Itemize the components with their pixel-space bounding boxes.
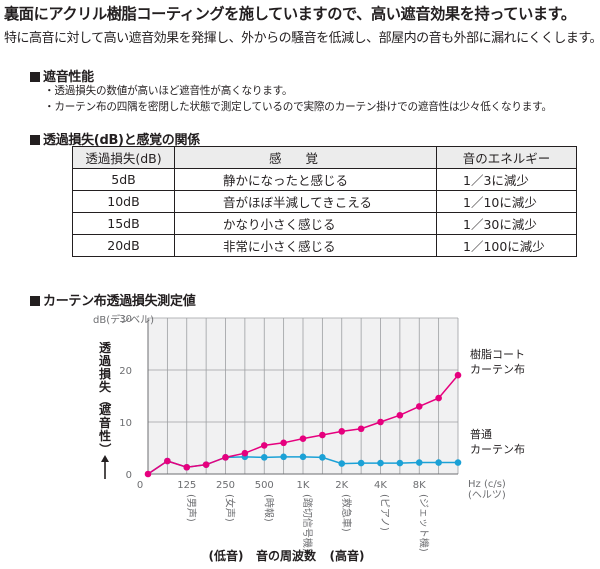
y-tick-label: 20 — [119, 366, 132, 377]
y-axis-label-char: 性 — [98, 428, 111, 443]
headline: 裏面にアクリル樹脂コーティングを施していますので、高い遮音効果を持っています。 — [4, 5, 576, 23]
x-example-label: (ジェット機) — [417, 494, 430, 552]
table-header-row: 透過損失(dB) 感覚 音のエネルギー — [72, 146, 577, 169]
section-measurement-title: カーテン布透過損失測定値 — [30, 290, 196, 309]
plain-series-point — [260, 454, 268, 461]
coated-series-point — [260, 442, 268, 449]
coated-series-point — [164, 457, 171, 465]
series-label: 樹脂コート — [470, 347, 525, 361]
y-axis-label-char: 失 — [99, 379, 112, 394]
plain-series-point — [280, 453, 287, 461]
square-bullet-icon — [30, 296, 40, 306]
section-title-text: カーテン布透過損失測定値 — [43, 294, 196, 309]
x-tick-label: 1K — [297, 480, 310, 491]
x-tick-label: 250 — [216, 480, 235, 491]
y-axis-label-char: 損 — [99, 366, 112, 381]
x-example-label: (時報) — [262, 494, 274, 522]
plain-series-point — [377, 459, 384, 467]
section-loss-feeling-title: 透過損失(dB)と感覚の関係 — [30, 129, 200, 148]
coated-series-point — [415, 403, 423, 410]
y-axis-unit: dB(デシベル) — [93, 313, 154, 326]
y-tick-label: 10 — [119, 418, 132, 429]
series-label: 普通 — [470, 427, 492, 441]
section-sound-insulation-title: 遮音性能 — [30, 66, 94, 85]
note-line: ・カーテン布の四隅を密閉した状態で測定しているので実際のカーテン掛けでの遮音性は… — [44, 101, 552, 113]
y-axis-label-char: 音 — [99, 415, 111, 430]
table-cell: 1／3に減少 — [436, 168, 577, 191]
square-bullet-icon — [30, 72, 40, 82]
x-axis-high-label: (高音) — [330, 548, 365, 563]
table-cell: 静かになったと感じる — [174, 168, 437, 191]
x-example-label: (救急車) — [340, 494, 353, 532]
x-example-label: (ピアノ) — [379, 494, 391, 531]
coated-series-point — [241, 449, 249, 457]
coated-series-point — [144, 470, 152, 478]
x-tick-label: 0 — [137, 480, 143, 491]
column-header: 感覚 — [174, 146, 437, 169]
plain-series-point — [338, 460, 346, 467]
coated-series-point — [396, 411, 404, 419]
coated-series-point — [222, 454, 229, 461]
x-tick-label: 8K — [413, 480, 426, 491]
x-axis-unit: Hz (c/s) — [468, 479, 506, 490]
coated-series-point — [202, 461, 210, 468]
x-tick-label: 2K — [335, 480, 348, 491]
y-axis-label-char: 透 — [99, 341, 112, 355]
table-row: 20dB 非常に小さく感じる 1／100に減少 — [72, 234, 577, 257]
table-row: 10dB 音がほぼ半減してきこえる 1／10に減少 — [72, 190, 577, 213]
subline: 特に高音に対して高い遮音効果を発揮し、外からの騒音を低減し、部屋内の音も外部に漏… — [4, 31, 600, 46]
x-example-label: (女声) — [224, 494, 237, 522]
section-title-text: 透過損失(dB)と感覚の関係 — [43, 133, 200, 148]
coated-series-point — [299, 435, 307, 442]
coated-series-point — [319, 431, 326, 439]
plain-series-point — [299, 453, 307, 461]
coated-series-point — [183, 463, 191, 471]
x-tick-label: 125 — [177, 480, 196, 491]
plain-series-point — [357, 459, 365, 467]
coated-series-point — [280, 439, 287, 447]
plain-series-point — [415, 459, 423, 466]
x-tick-label: 500 — [255, 480, 274, 491]
y-axis-label-char: 遮 — [99, 402, 111, 417]
plain-series-point — [454, 459, 462, 466]
table-cell: 非常に小さく感じる — [174, 234, 437, 257]
x-axis-unit-sub: (ヘルツ) — [468, 490, 506, 501]
x-example-label: (踏切信号機) — [301, 494, 314, 552]
y-axis-label-char: （ — [98, 394, 113, 406]
series-label: カーテン布 — [470, 443, 525, 456]
plain-series-point — [435, 459, 442, 466]
coated-series-point — [338, 428, 346, 435]
table-cell: 20dB — [72, 234, 175, 257]
y-axis-label-char: ） — [98, 443, 113, 455]
y-tick-label: 30 — [119, 314, 132, 325]
plain-series-point — [319, 454, 326, 461]
loss-feeling-table: 透過損失(dB) 感覚 音のエネルギー 5dB 静かになったと感じる 1／3に減… — [72, 146, 577, 257]
arrow-up-icon — [101, 455, 109, 462]
square-bullet-icon — [30, 135, 40, 145]
x-tick-label: 4K — [374, 480, 387, 491]
note-line: ・透過損失の数値が高いほど遮音性が高くなります。 — [44, 85, 293, 97]
plain-series-point — [396, 459, 404, 467]
coated-series-point — [435, 394, 442, 402]
table-cell: 1／30に減少 — [436, 212, 577, 235]
y-axis-label-char: 過 — [98, 353, 112, 368]
column-header: 音のエネルギー — [436, 146, 577, 169]
coated-series-point — [357, 425, 365, 433]
x-axis-low-label: (低音) — [209, 548, 244, 563]
series-label: カーテン布 — [470, 363, 525, 376]
coated-series-point — [454, 371, 462, 379]
coated-series-point — [377, 418, 384, 426]
y-tick-label: 0 — [126, 470, 132, 481]
x-example-label: (男声) — [185, 494, 198, 522]
table-row: 15dB かなり小さく感じる 1／30に減少 — [72, 212, 577, 235]
x-axis-title: 音の周波数 — [256, 548, 317, 563]
table-cell: 1／100に減少 — [436, 234, 577, 257]
section-title-text: 遮音性能 — [43, 70, 94, 85]
column-header: 透過損失(dB) — [72, 146, 175, 169]
